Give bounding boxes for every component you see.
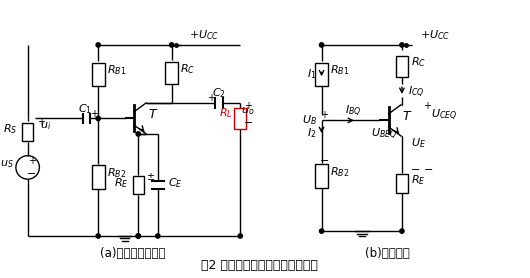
Text: $U_{BEQ}$: $U_{BEQ}$	[371, 126, 398, 142]
Bar	[395, 56, 408, 77]
Circle shape	[170, 43, 174, 47]
Text: $u_i$: $u_i$	[40, 120, 51, 132]
Text: $R_E$: $R_E$	[411, 174, 426, 187]
Bar	[234, 108, 246, 128]
Text: +: +	[90, 108, 98, 118]
Text: $R_L$: $R_L$	[219, 107, 232, 120]
Text: −: −	[320, 156, 329, 166]
Text: +: +	[244, 101, 252, 111]
Text: $U_B$: $U_B$	[302, 113, 317, 127]
Text: $U_{CEQ}$: $U_{CEQ}$	[431, 108, 457, 123]
Bar	[92, 63, 104, 86]
Circle shape	[238, 234, 242, 238]
Text: +: +	[38, 117, 46, 127]
Text: $R_C$: $R_C$	[181, 62, 196, 76]
Text: +: +	[28, 156, 36, 166]
Text: $U_E$: $U_E$	[411, 136, 426, 150]
Text: $R_{B2}$: $R_{B2}$	[107, 167, 126, 180]
Circle shape	[136, 234, 140, 238]
Text: +: +	[207, 93, 215, 103]
Circle shape	[400, 229, 404, 233]
Bar	[22, 123, 33, 142]
Circle shape	[136, 132, 140, 136]
Text: $I_2$: $I_2$	[307, 126, 317, 140]
Text: +: +	[423, 101, 431, 111]
Text: T: T	[403, 110, 411, 123]
Text: $I_{BQ}$: $I_{BQ}$	[344, 104, 361, 119]
Text: $C_2$: $C_2$	[212, 86, 226, 100]
Text: $R_{B1}$: $R_{B1}$	[330, 63, 350, 77]
Circle shape	[96, 234, 100, 238]
Bar	[395, 174, 408, 193]
Text: $u_S$: $u_S$	[0, 158, 14, 170]
Bar	[92, 165, 104, 189]
Text: $+U_{CC}$: $+U_{CC}$	[420, 28, 450, 42]
Text: $R_S$: $R_S$	[4, 122, 18, 136]
Text: $I_{CQ}$: $I_{CQ}$	[408, 85, 425, 101]
Text: 图2 分压式偏置电路及其直流通道: 图2 分压式偏置电路及其直流通道	[201, 259, 319, 272]
Text: ±: ±	[146, 172, 154, 182]
Text: $I_1$: $I_1$	[307, 68, 317, 81]
Bar	[315, 63, 328, 86]
Circle shape	[320, 229, 324, 233]
Text: +: +	[321, 110, 329, 120]
Bar	[133, 176, 144, 194]
Text: −: −	[243, 118, 253, 128]
Bar	[315, 164, 328, 187]
Text: $R_C$: $R_C$	[411, 56, 426, 70]
Text: $R_{B1}$: $R_{B1}$	[107, 63, 126, 77]
Text: $R_E$: $R_E$	[114, 176, 128, 190]
Text: $+U_{CC}$: $+U_{CC}$	[189, 28, 219, 42]
Circle shape	[156, 234, 160, 238]
Text: (b)直流通道: (b)直流通道	[365, 247, 410, 260]
Text: T: T	[148, 108, 156, 121]
Circle shape	[96, 116, 100, 121]
Text: $R_{B2}$: $R_{B2}$	[330, 165, 350, 179]
Circle shape	[136, 234, 140, 238]
Text: $C_E$: $C_E$	[167, 176, 182, 190]
Circle shape	[96, 43, 100, 47]
Text: $C_1$: $C_1$	[78, 102, 92, 116]
Text: −: −	[27, 169, 36, 179]
Text: (a)分压式偏置电路: (a)分压式偏置电路	[100, 247, 165, 260]
Circle shape	[400, 43, 404, 47]
Text: −: −	[411, 165, 420, 175]
Text: −: −	[423, 165, 433, 175]
Text: $u_o$: $u_o$	[241, 106, 255, 118]
Circle shape	[320, 43, 324, 47]
Bar	[165, 62, 178, 84]
